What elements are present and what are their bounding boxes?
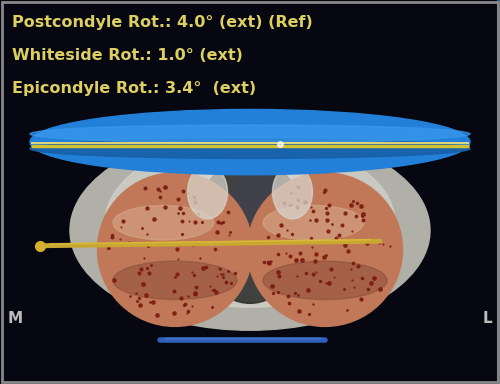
Ellipse shape	[30, 109, 470, 175]
Ellipse shape	[30, 125, 470, 143]
Ellipse shape	[113, 261, 237, 300]
Ellipse shape	[70, 131, 430, 330]
Ellipse shape	[113, 205, 214, 240]
Ellipse shape	[105, 138, 395, 307]
Ellipse shape	[272, 165, 312, 219]
Ellipse shape	[195, 157, 305, 303]
Ellipse shape	[98, 173, 252, 326]
Ellipse shape	[263, 261, 387, 300]
Text: Epicondyle Rot.: 3.4°  (ext): Epicondyle Rot.: 3.4° (ext)	[12, 81, 256, 96]
Text: M: M	[8, 311, 22, 326]
Text: L: L	[483, 311, 492, 326]
Ellipse shape	[30, 139, 470, 159]
Ellipse shape	[248, 173, 402, 326]
Ellipse shape	[228, 173, 288, 257]
Ellipse shape	[263, 205, 364, 240]
Text: Postcondyle Rot.: 4.0° (ext) (Ref): Postcondyle Rot.: 4.0° (ext) (Ref)	[12, 15, 313, 30]
Ellipse shape	[188, 165, 228, 219]
Text: Whiteside Rot.: 1.0° (ext): Whiteside Rot.: 1.0° (ext)	[12, 48, 243, 63]
